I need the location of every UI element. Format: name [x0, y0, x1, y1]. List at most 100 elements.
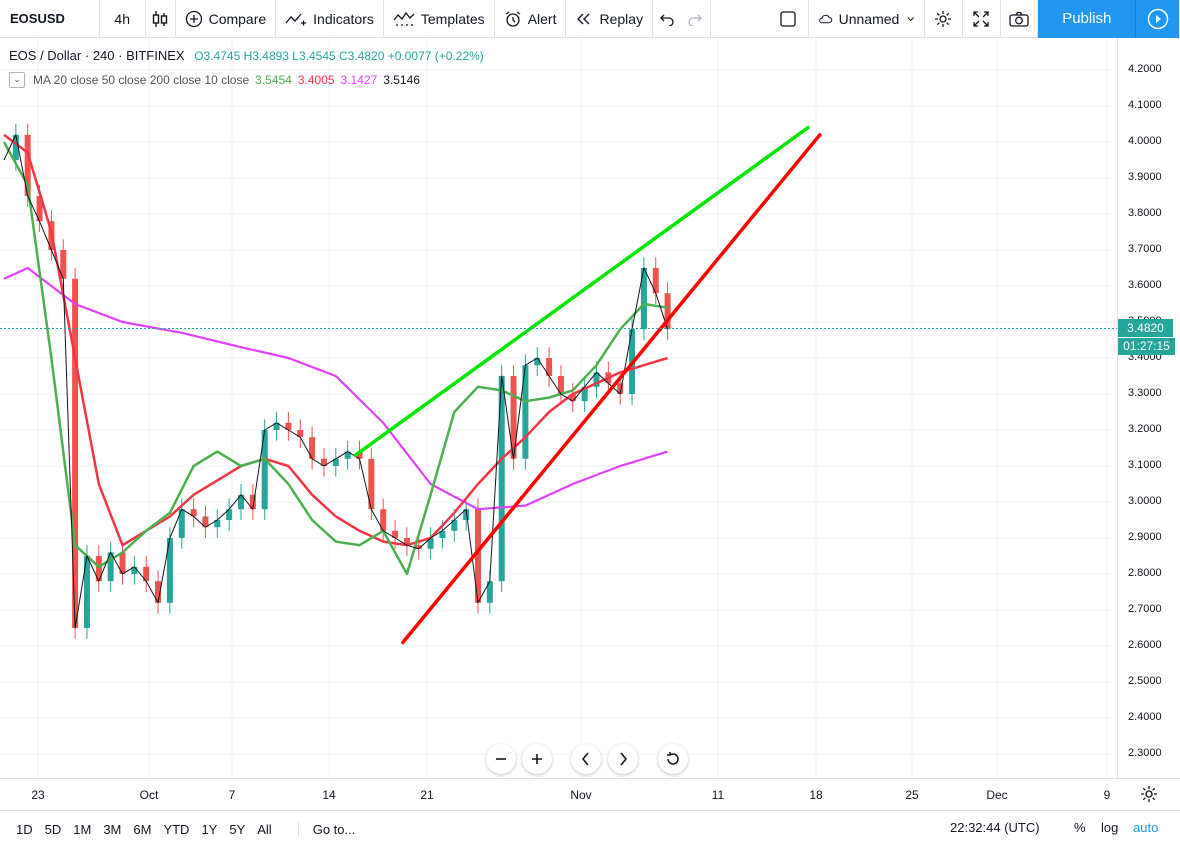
range-button-1y[interactable]: 1Y: [201, 821, 218, 837]
price-tick-label: 3.2000: [1128, 423, 1162, 435]
compare-button[interactable]: Compare: [176, 0, 277, 38]
range-button-5d[interactable]: 5D: [44, 821, 62, 837]
redo-button[interactable]: [681, 0, 711, 38]
range-button-ytd[interactable]: YTD: [163, 821, 190, 837]
bottom-toolbar: 1D 5D 1M 3M 6M YTD 1Y 5Y All Go to... 22:32:44 (…: [0, 810, 1180, 847]
ma50-line: [3, 133, 668, 547]
alert-button[interactable]: Alert: [495, 0, 567, 38]
chart-type-button[interactable]: [146, 0, 176, 38]
fullscreen-button[interactable]: [963, 0, 1001, 38]
candle-body: [24, 134, 31, 196]
time-tick-label: 14: [322, 788, 336, 802]
price-axis[interactable]: 4.2000 4.1000 4.0000 3.9000 3.8000 3.7000 3.60…: [1117, 38, 1180, 778]
candle-body: [498, 376, 505, 582]
axis-settings-button[interactable]: [1140, 785, 1158, 808]
candle-body: [332, 458, 339, 466]
candle-body: [202, 516, 209, 528]
templates-button[interactable]: Templates: [384, 0, 495, 38]
candle-body: [403, 538, 410, 546]
indicators-button[interactable]: Indicators: [276, 0, 384, 38]
ma200-value: 3.1427: [340, 73, 378, 87]
goto-button[interactable]: Go to...: [297, 821, 355, 837]
publish-button[interactable]: Publish: [1038, 0, 1137, 38]
minus-icon: [496, 758, 506, 760]
candle-body: [593, 372, 600, 387]
symbol-search[interactable]: EOSUSD: [0, 0, 100, 38]
price-tick-label: 3.0000: [1128, 495, 1162, 507]
layout-name: Unnamed: [838, 10, 900, 27]
clock[interactable]: 22:32:44 (UTC): [950, 820, 1040, 835]
range-button-1d[interactable]: 1D: [16, 821, 33, 837]
percent-toggle[interactable]: %: [1074, 820, 1086, 835]
range-button-1m[interactable]: 1M: [73, 821, 92, 837]
range-button-3m[interactable]: 3M: [103, 821, 122, 837]
auto-toggle[interactable]: auto: [1133, 820, 1159, 835]
candle-body: [439, 530, 446, 538]
candle-body: [320, 458, 327, 466]
candle-body: [463, 509, 470, 520]
candle-body: [415, 545, 422, 549]
candle-body: [95, 556, 102, 582]
range-button-6m[interactable]: 6M: [133, 821, 152, 837]
candle-body: [617, 383, 624, 394]
zoom-out-button[interactable]: [486, 744, 516, 774]
range-button-5y[interactable]: 5Y: [229, 821, 246, 837]
reset-chart-button[interactable]: [658, 744, 688, 774]
range-button-all[interactable]: All: [257, 821, 272, 837]
time-tick-label: Nov: [570, 788, 592, 802]
candle-body: [214, 520, 221, 528]
bar-countdown-tag: 01:27:15: [1118, 338, 1175, 355]
indicators-label: Indicators: [313, 10, 374, 27]
price-tick-label: 2.8000: [1128, 567, 1162, 579]
candles-icon: [152, 10, 168, 27]
price-tick-label: 3.6000: [1128, 279, 1162, 291]
ma-label[interactable]: MA 20 close 50 close 200 close 10 close: [33, 73, 250, 87]
alarm-clock-icon: [505, 10, 521, 27]
candle-body: [297, 430, 304, 438]
zoom-in-button[interactable]: [522, 744, 552, 774]
time-tick-label: 18: [809, 788, 823, 802]
candle-body: [427, 538, 434, 549]
fullscreen-layout-button[interactable]: [769, 0, 809, 38]
candles: [12, 124, 671, 639]
price-tick-label: 3.8000: [1128, 207, 1162, 219]
scroll-left-button[interactable]: [571, 744, 601, 774]
candle-body: [107, 552, 114, 582]
layout-menu[interactable]: Unnamed: [809, 0, 925, 38]
candle-body: [190, 509, 197, 517]
candle-body: [12, 134, 19, 160]
snapshot-button[interactable]: [1001, 0, 1039, 38]
time-tick-label: Oct: [139, 788, 159, 802]
top-toolbar: EOSUSD 4h Compare Indicators Templates A…: [0, 0, 1180, 38]
legend-main: EOS / Dollar · 240 · BITFINEX O3.4745 H3…: [9, 48, 484, 63]
legend-ma: ⌄ MA 20 close 50 close 200 close 10 clos…: [9, 72, 426, 88]
time-axis[interactable]: 23 Oct 7 14 21 Nov 11 18 25 Dec 9: [0, 778, 1180, 810]
trendline-lower: [401, 133, 822, 645]
price-chart[interactable]: [0, 38, 1117, 778]
candle-body: [273, 422, 280, 430]
replay-button[interactable]: Replay: [566, 0, 654, 38]
time-tick-label: Dec: [986, 788, 1008, 802]
time-tick-label: 7: [228, 788, 236, 802]
candle-body: [309, 437, 316, 459]
price-tick-label: 2.6000: [1128, 639, 1162, 651]
scroll-right-button[interactable]: [608, 744, 638, 774]
candle-body: [486, 581, 493, 603]
undo-button[interactable]: [653, 0, 681, 38]
settings-button[interactable]: [925, 0, 963, 38]
interval-button[interactable]: 4h: [100, 0, 146, 38]
time-tick-label: 23: [31, 788, 45, 802]
ma50-value: 3.4005: [297, 73, 335, 87]
square-icon: [780, 10, 796, 27]
candle-body: [166, 538, 173, 603]
publish-play-button[interactable]: [1136, 0, 1180, 38]
candle-body: [72, 278, 79, 628]
candle-body: [155, 581, 162, 603]
moving-averages: [2, 133, 669, 629]
chevron-right-icon: [620, 752, 628, 766]
legend-symbol[interactable]: EOS / Dollar · 240 · BITFINEX: [9, 48, 185, 63]
log-toggle[interactable]: log: [1101, 820, 1119, 835]
price-tick-label: 4.1000: [1128, 99, 1162, 111]
price-tick-label: 3.7000: [1128, 243, 1162, 255]
collapse-legend-button[interactable]: ⌄: [9, 72, 25, 88]
